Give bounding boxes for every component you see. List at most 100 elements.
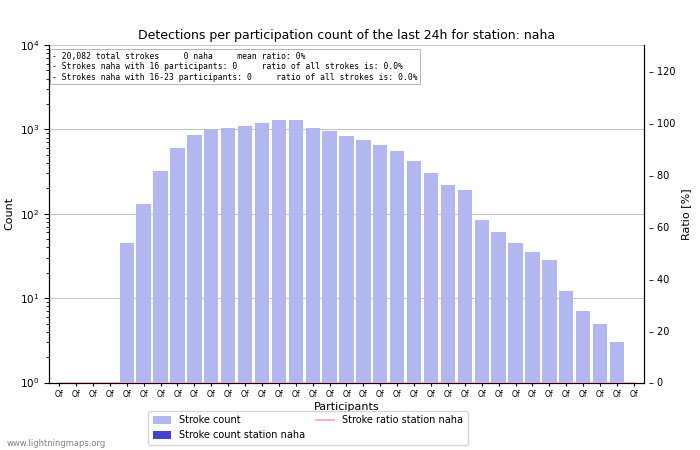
Stroke ratio station naha bbox=[342, 380, 351, 385]
Bar bbox=[52, 391, 66, 450]
Legend: Stroke count, Stroke count station naha, Stroke ratio station naha: Stroke count, Stroke count station naha,… bbox=[148, 410, 468, 445]
Stroke ratio station naha bbox=[562, 380, 570, 385]
Stroke ratio station naha bbox=[393, 380, 401, 385]
Stroke ratio station naha bbox=[630, 380, 638, 385]
Stroke ratio station naha bbox=[511, 380, 519, 385]
Stroke ratio station naha bbox=[89, 380, 97, 385]
Bar bbox=[120, 391, 134, 450]
Stroke ratio station naha bbox=[461, 380, 469, 385]
Bar bbox=[356, 140, 370, 450]
Bar bbox=[52, 391, 66, 450]
Stroke ratio station naha bbox=[410, 380, 419, 385]
Bar bbox=[255, 123, 270, 450]
Bar bbox=[458, 190, 472, 450]
Bar bbox=[153, 171, 168, 450]
Text: www.lightningmaps.org: www.lightningmaps.org bbox=[7, 439, 106, 448]
Stroke ratio station naha bbox=[55, 380, 63, 385]
Bar bbox=[255, 391, 270, 450]
Stroke ratio station naha bbox=[494, 380, 503, 385]
Bar bbox=[323, 391, 337, 450]
Stroke ratio station naha bbox=[156, 380, 164, 385]
Stroke ratio station naha bbox=[241, 380, 249, 385]
Stroke ratio station naha bbox=[359, 380, 368, 385]
Bar bbox=[305, 128, 320, 450]
Y-axis label: Count: Count bbox=[4, 197, 14, 230]
Bar bbox=[86, 391, 100, 450]
Stroke ratio station naha bbox=[596, 380, 604, 385]
Title: Detections per participation count of the last 24h for station: naha: Detections per participation count of th… bbox=[138, 29, 555, 42]
Bar bbox=[407, 161, 421, 450]
Stroke ratio station naha bbox=[477, 380, 486, 385]
Bar bbox=[272, 391, 286, 450]
Bar bbox=[170, 391, 185, 450]
Bar bbox=[610, 391, 624, 450]
Bar bbox=[610, 342, 624, 450]
Bar bbox=[407, 391, 421, 450]
Stroke ratio station naha bbox=[139, 380, 148, 385]
Bar bbox=[576, 311, 590, 450]
Bar bbox=[475, 391, 489, 450]
Bar bbox=[356, 391, 370, 450]
Bar bbox=[559, 391, 573, 450]
Bar bbox=[626, 391, 641, 450]
Bar bbox=[424, 174, 438, 450]
Bar bbox=[491, 233, 506, 450]
Stroke ratio station naha bbox=[174, 380, 182, 385]
Bar bbox=[525, 252, 540, 450]
Stroke ratio station naha bbox=[122, 380, 131, 385]
Bar bbox=[170, 148, 185, 450]
Bar bbox=[187, 135, 202, 450]
Bar bbox=[272, 120, 286, 450]
Bar bbox=[576, 391, 590, 450]
Stroke ratio station naha bbox=[528, 380, 537, 385]
Bar bbox=[491, 391, 506, 450]
Stroke ratio station naha bbox=[309, 380, 317, 385]
Bar bbox=[136, 204, 150, 450]
Stroke ratio station naha bbox=[224, 380, 232, 385]
Bar bbox=[136, 391, 150, 450]
Bar bbox=[221, 128, 235, 450]
Bar bbox=[69, 391, 83, 450]
X-axis label: Participants: Participants bbox=[314, 402, 379, 412]
Stroke ratio station naha bbox=[207, 380, 216, 385]
Bar bbox=[390, 151, 405, 450]
Bar bbox=[103, 391, 117, 450]
Bar bbox=[86, 391, 100, 450]
Bar bbox=[593, 391, 607, 450]
Y-axis label: Ratio [%]: Ratio [%] bbox=[681, 188, 691, 239]
Bar bbox=[441, 185, 455, 450]
Bar bbox=[238, 126, 252, 450]
Stroke ratio station naha bbox=[444, 380, 452, 385]
Bar bbox=[120, 243, 134, 450]
Bar bbox=[390, 391, 405, 450]
Stroke ratio station naha bbox=[106, 380, 114, 385]
Text: - 20,082 total strokes     0 naha     mean ratio: 0%
- Strokes naha with 16 part: - 20,082 total strokes 0 naha mean ratio… bbox=[52, 52, 418, 81]
Bar bbox=[187, 391, 202, 450]
Bar bbox=[559, 292, 573, 450]
Bar bbox=[424, 391, 438, 450]
Bar bbox=[288, 391, 303, 450]
Bar bbox=[458, 391, 472, 450]
Stroke ratio station naha bbox=[72, 380, 80, 385]
Stroke ratio station naha bbox=[326, 380, 334, 385]
Bar bbox=[204, 130, 218, 450]
Stroke ratio station naha bbox=[376, 380, 384, 385]
Bar bbox=[69, 391, 83, 450]
Bar bbox=[626, 382, 641, 450]
Bar bbox=[542, 391, 556, 450]
Bar bbox=[221, 391, 235, 450]
Bar bbox=[593, 324, 607, 450]
Bar bbox=[323, 131, 337, 450]
Stroke ratio station naha bbox=[258, 380, 266, 385]
Stroke ratio station naha bbox=[274, 380, 283, 385]
Bar bbox=[542, 261, 556, 450]
Bar bbox=[305, 391, 320, 450]
Bar bbox=[153, 391, 168, 450]
Stroke ratio station naha bbox=[612, 380, 621, 385]
Bar bbox=[475, 220, 489, 450]
Bar bbox=[340, 136, 354, 450]
Stroke ratio station naha bbox=[545, 380, 554, 385]
Stroke ratio station naha bbox=[190, 380, 199, 385]
Bar bbox=[238, 391, 252, 450]
Bar bbox=[525, 391, 540, 450]
